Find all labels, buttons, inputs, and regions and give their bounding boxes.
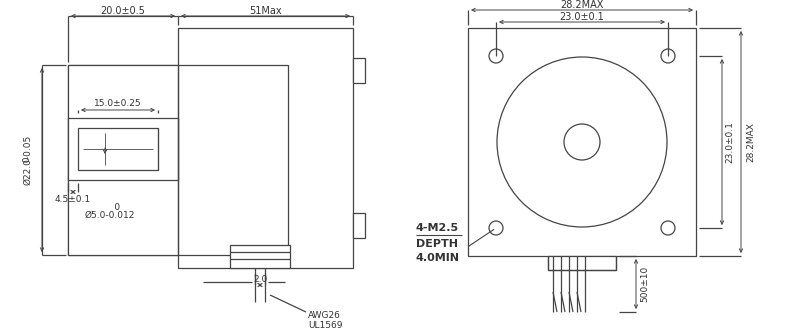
Text: 15.0±0.25: 15.0±0.25 xyxy=(94,99,142,109)
Bar xyxy=(68,65,178,255)
Text: 4.0MIN: 4.0MIN xyxy=(416,253,460,263)
Text: 2.0: 2.0 xyxy=(253,274,267,284)
Text: 28.2MAX: 28.2MAX xyxy=(746,122,755,162)
Text: Ø22.0-0.05: Ø22.0-0.05 xyxy=(23,135,33,185)
Text: 51Max: 51Max xyxy=(249,6,282,16)
Bar xyxy=(468,28,696,256)
Text: UL1569: UL1569 xyxy=(308,320,342,329)
Text: DEPTH: DEPTH xyxy=(416,239,458,249)
Text: 4.5±0.1: 4.5±0.1 xyxy=(55,194,91,204)
Bar xyxy=(230,245,290,268)
Bar xyxy=(353,213,365,238)
Text: 500±10: 500±10 xyxy=(641,266,650,302)
Bar xyxy=(68,118,178,180)
Text: Ø5.0-0.012: Ø5.0-0.012 xyxy=(85,211,135,219)
Text: 20.0±0.5: 20.0±0.5 xyxy=(101,6,146,16)
Text: 0: 0 xyxy=(23,157,33,191)
Text: 23.0±0.1: 23.0±0.1 xyxy=(726,121,734,163)
Bar xyxy=(68,65,288,255)
Text: AWG26: AWG26 xyxy=(308,311,341,319)
Text: 4-M2.5: 4-M2.5 xyxy=(416,223,459,233)
Bar xyxy=(178,28,353,268)
Text: 0: 0 xyxy=(100,203,120,212)
Bar xyxy=(78,128,158,170)
Bar xyxy=(353,58,365,83)
Bar xyxy=(548,256,616,270)
Text: 28.2MAX: 28.2MAX xyxy=(560,0,604,10)
Text: 23.0±0.1: 23.0±0.1 xyxy=(560,12,604,22)
